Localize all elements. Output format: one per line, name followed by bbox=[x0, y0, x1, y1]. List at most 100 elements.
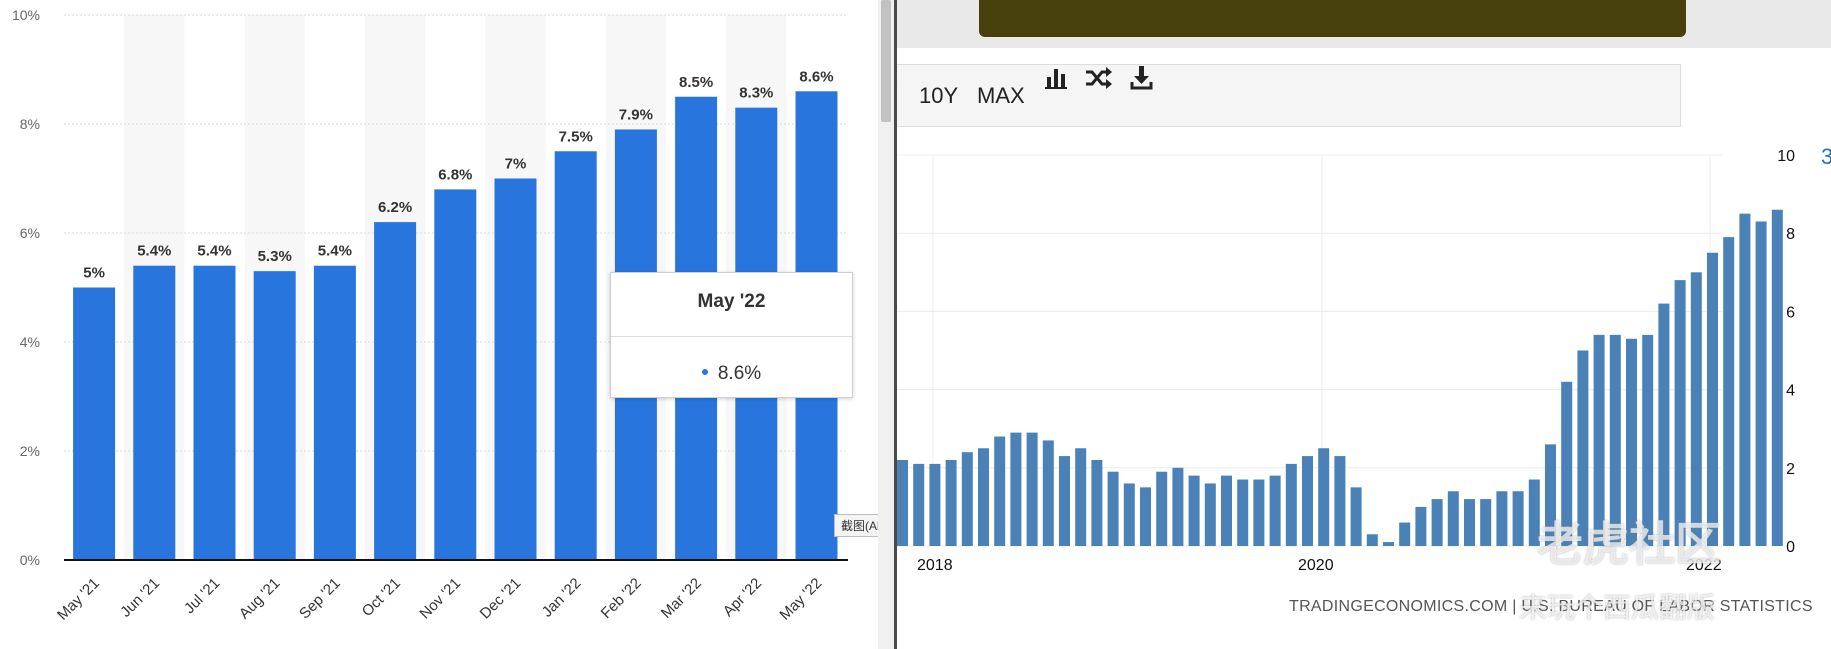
monthly-bar bbox=[1545, 444, 1556, 546]
panel-divider bbox=[894, 0, 897, 649]
bar-aug21 bbox=[253, 271, 296, 560]
x-tick-label: May '22 bbox=[776, 575, 825, 624]
x-tick-label: Mar '22 bbox=[658, 575, 705, 622]
source-credit: TRADINGECONOMICS.COM | U.S. BUREAU OF LA… bbox=[1289, 598, 1813, 615]
y-tick-label: 8 bbox=[1786, 226, 1795, 243]
series-dot-icon bbox=[701, 368, 708, 375]
monthly-bar bbox=[1302, 456, 1313, 546]
monthly-bar bbox=[1123, 483, 1135, 546]
range-10y-button[interactable]: 10Y bbox=[919, 83, 959, 108]
monthly-bar bbox=[1431, 499, 1443, 546]
monthly-bar bbox=[1415, 506, 1427, 546]
monthly-bar bbox=[1658, 303, 1670, 546]
monthly-bar bbox=[1253, 479, 1265, 546]
data-label: 8.5% bbox=[679, 74, 713, 91]
bar-jul21 bbox=[193, 265, 236, 560]
monthly-bar bbox=[945, 459, 957, 546]
monthly-bar bbox=[1690, 272, 1702, 546]
y-tick-label: 4% bbox=[20, 334, 40, 350]
x-tick-label: Feb '22 bbox=[598, 575, 645, 622]
left-panel-scrollbar[interactable] bbox=[878, 0, 894, 649]
monthly-bar bbox=[1561, 381, 1573, 546]
right-bar-chart: 0 2 4 6 8 10 3 2018 2020 2022 bbox=[897, 144, 1831, 574]
monthly-bar bbox=[1026, 432, 1038, 546]
x-tick-label: Sep '21 bbox=[296, 575, 344, 623]
data-label: 7.9% bbox=[619, 106, 653, 123]
monthly-bar bbox=[961, 452, 973, 546]
x-tick-label: Jun '21 bbox=[117, 575, 163, 621]
x-tick-label: Jul '21 bbox=[181, 575, 223, 617]
tooltip-separator bbox=[611, 336, 852, 337]
monthly-bar bbox=[929, 463, 941, 546]
chart-toolbar: / 10Y MAX bbox=[897, 64, 1681, 127]
scrollbar-thumb[interactable] bbox=[881, 0, 891, 122]
y-tick-label: 6 bbox=[1786, 304, 1795, 321]
monthly-bar bbox=[1172, 467, 1184, 546]
monthly-bar bbox=[1464, 499, 1475, 546]
top-banner bbox=[897, 0, 1831, 48]
bar-nov21 bbox=[434, 189, 477, 560]
y-tick-label: 6% bbox=[20, 225, 40, 241]
monthly-bar bbox=[1480, 499, 1492, 546]
data-label: 8.6% bbox=[799, 68, 833, 85]
monthly-bar bbox=[1075, 448, 1087, 546]
bar-chart-icon[interactable] bbox=[1045, 65, 1069, 91]
x-tick-label: 2020 bbox=[1298, 557, 1334, 574]
monthly-bar bbox=[913, 463, 925, 546]
bar-may21 bbox=[73, 287, 116, 560]
statista-chart-panel: 0% 2% 4% 6% 8% 10% 5% May '21 5.4% Jun '21 5.4% Jul… bbox=[0, 0, 916, 649]
monthly-bar bbox=[1512, 491, 1524, 546]
watermark-logo: 老虎社区 bbox=[1537, 518, 1721, 570]
range-max-button[interactable]: MAX bbox=[977, 83, 1025, 108]
y-tick-label: 10 bbox=[1777, 148, 1795, 165]
y-tick-label: 2% bbox=[20, 443, 40, 459]
monthly-bar bbox=[1269, 475, 1281, 546]
x-tick-label: Apr '22 bbox=[720, 575, 765, 620]
x-tick-label: Dec '21 bbox=[477, 575, 525, 623]
y-tick-label: 0 bbox=[1786, 539, 1795, 556]
y-tick-label: 2 bbox=[1786, 461, 1795, 478]
monthly-bar bbox=[1755, 221, 1767, 546]
monthly-bar bbox=[1350, 487, 1362, 546]
data-label: 7% bbox=[505, 156, 527, 173]
monthly-bar bbox=[897, 459, 908, 546]
monthly-bar bbox=[1318, 448, 1330, 546]
monthly-bar bbox=[1010, 432, 1022, 546]
download-icon[interactable] bbox=[1130, 65, 1154, 91]
axis-scale-link: 3 bbox=[1821, 144, 1831, 169]
data-label: 7.5% bbox=[559, 128, 593, 145]
monthly-bar bbox=[1366, 534, 1378, 546]
bar-sep21 bbox=[313, 265, 356, 560]
x-tick-label: Oct '21 bbox=[359, 575, 404, 620]
monthly-bar bbox=[1059, 456, 1070, 546]
monthly-bar bbox=[1771, 209, 1783, 547]
watermark-subtext: 来玩个西瓜翻版 bbox=[1519, 592, 1716, 623]
monthly-bar bbox=[994, 436, 1006, 546]
monthly-bar bbox=[978, 448, 989, 546]
monthly-bar bbox=[1609, 334, 1621, 546]
bar-dec21 bbox=[494, 178, 537, 560]
monthly-bar bbox=[1091, 459, 1103, 546]
monthly-bar bbox=[1334, 456, 1346, 546]
monthly-bar bbox=[1188, 475, 1200, 546]
monthly-bar bbox=[1496, 491, 1508, 546]
tooltip-value: 8.6% bbox=[717, 363, 762, 384]
y-tick-label: 4 bbox=[1786, 383, 1795, 400]
monthly-bar bbox=[1528, 479, 1540, 546]
data-label: 5.4% bbox=[197, 243, 231, 260]
shuffle-icon[interactable] bbox=[1085, 65, 1113, 91]
monthly-bar bbox=[1707, 252, 1718, 546]
monthly-bar bbox=[1042, 440, 1054, 546]
data-label: 6.8% bbox=[438, 166, 472, 183]
monthly-bar bbox=[1156, 471, 1168, 546]
data-label: 5.4% bbox=[137, 243, 171, 260]
tradingeconomics-chart-panel: / 10Y MAX 0 2 4 6 8 10 3 2018 2020 2022 TRADINGEC… bbox=[897, 0, 1831, 649]
monthly-bar bbox=[1626, 338, 1637, 546]
monthly-bar bbox=[1674, 280, 1686, 546]
tooltip-value-row: 8.6% bbox=[611, 363, 852, 385]
monthly-bar bbox=[1237, 479, 1249, 546]
data-label: 5.4% bbox=[318, 243, 352, 260]
y-tick-label: 0% bbox=[20, 552, 40, 568]
monthly-bar bbox=[1221, 475, 1232, 546]
tooltip-title: May '22 bbox=[697, 291, 766, 312]
